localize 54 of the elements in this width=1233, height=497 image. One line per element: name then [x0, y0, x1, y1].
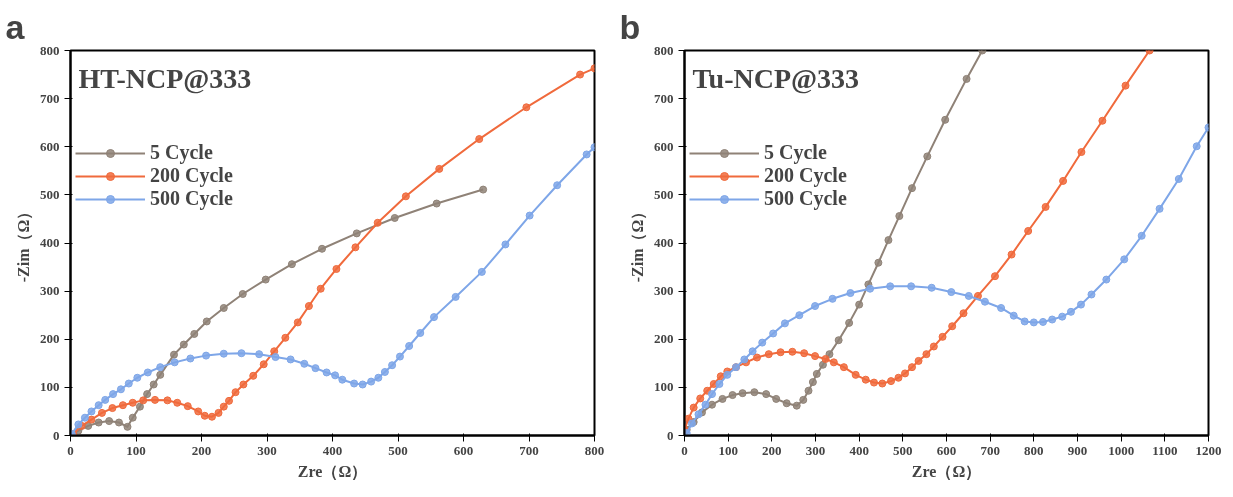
y-tick-label: 400 [40, 235, 60, 250]
x-tick-label: 1000 [1108, 442, 1135, 458]
x-tick-label: 600 [453, 442, 474, 458]
x-tick-label: 0 [681, 442, 688, 458]
x-tick-label: 800 [584, 442, 605, 458]
y-tick-label: 400 [654, 235, 674, 250]
legend-label: 500 Cycle [150, 187, 233, 210]
x-tick-label: 1200 [1195, 442, 1222, 458]
legend-label: 5 Cycle [150, 141, 213, 164]
y-tick-label: 0 [53, 427, 60, 443]
y-tick-label: 0 [667, 427, 674, 443]
x-tick-label: 700 [980, 442, 1000, 458]
y-tick-label: 200 [654, 331, 674, 347]
chart-title: Tu-NCP@333 [692, 62, 860, 94]
x-tick-label: 200 [191, 442, 212, 458]
y-tick-label: 100 [40, 379, 60, 395]
x-tick-label: 500 [893, 442, 913, 458]
y-tick-label: 500 [654, 186, 674, 202]
x-tick-label: 800 [1024, 442, 1044, 458]
x-tick-label: 400 [849, 442, 869, 458]
legend-label: 5 Cycle [764, 141, 827, 164]
y-tick-label: 800 [654, 42, 674, 58]
y-tick-label: 700 [40, 90, 60, 106]
x-tick-label: 400 [322, 442, 343, 458]
legend-label: 500 Cycle [764, 187, 847, 210]
x-tick-label: 0 [67, 442, 74, 458]
y-tick-label: 700 [654, 90, 674, 106]
x-tick-label: 700 [519, 442, 539, 458]
text: a [5, 7, 26, 46]
y-tick-label: 600 [654, 138, 674, 154]
y-axis-title: -Zim（Ω） [15, 203, 33, 283]
y-tick-label: 200 [40, 331, 60, 347]
x-tick-label: 300 [257, 442, 277, 458]
y-tick-label: 300 [40, 283, 60, 299]
y-tick-label: 600 [40, 138, 60, 154]
legend-label: 200 Cycle [764, 164, 847, 187]
x-tick-label: 100 [718, 442, 738, 458]
x-tick-label: 600 [936, 442, 957, 458]
x-tick-label: 1100 [1152, 442, 1178, 458]
y-tick-label: 800 [40, 42, 60, 58]
y-tick-label: 500 [40, 186, 60, 202]
x-tick-label: 900 [1067, 442, 1088, 458]
y-tick-label: 300 [654, 283, 674, 299]
x-tick-label: 300 [805, 442, 826, 458]
y-tick-label: 100 [654, 379, 674, 395]
x-tick-label: 200 [762, 442, 782, 458]
y-axis-title: -Zim（Ω） [629, 203, 647, 283]
chart-title: HT-NCP@333 [78, 62, 252, 94]
x-axis-title: Zre（Ω） [911, 462, 982, 481]
text: b [619, 7, 641, 46]
legend-label: 200 Cycle [150, 164, 233, 187]
x-tick-label: 100 [126, 442, 146, 458]
x-tick-label: 500 [388, 442, 408, 458]
x-axis-title: Zre（Ω） [297, 462, 368, 481]
